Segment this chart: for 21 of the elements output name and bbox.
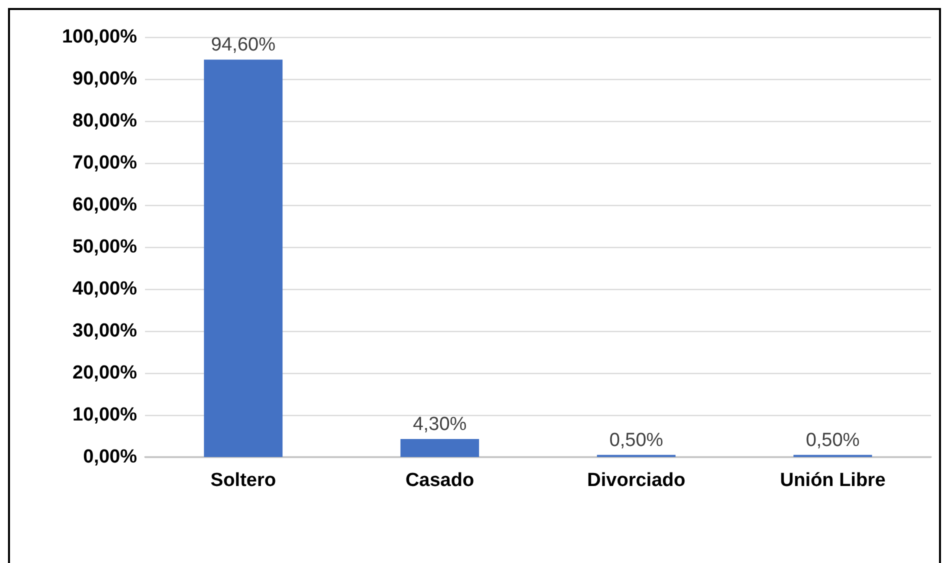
- y-tick-label: 0,00%: [83, 446, 138, 468]
- x-tick-label: Casado: [405, 470, 474, 491]
- y-tick-label: 50,00%: [72, 236, 138, 258]
- data-label: 0,50%: [806, 430, 860, 451]
- data-label: 0,50%: [609, 430, 664, 451]
- data-label: 94,60%: [211, 34, 276, 56]
- y-tick-label: 10,00%: [72, 404, 138, 426]
- data-label: 4,30%: [412, 414, 467, 435]
- y-tick-label: 30,00%: [72, 320, 138, 342]
- bar: [400, 438, 480, 457]
- bar: [204, 60, 283, 457]
- x-tick-label: Unión Libre: [780, 470, 886, 491]
- y-tick-label: 100,00%: [62, 26, 138, 48]
- y-tick-label: 40,00%: [72, 278, 138, 300]
- y-tick-label: 20,00%: [72, 362, 138, 384]
- x-tick-label: Soltero: [210, 470, 276, 491]
- y-tick-label: 90,00%: [72, 68, 138, 90]
- y-tick-label: 80,00%: [72, 110, 138, 132]
- y-tick-label: 70,00%: [72, 152, 138, 174]
- y-tick-label: 60,00%: [72, 194, 138, 216]
- x-tick-label: Divorciado: [587, 470, 686, 491]
